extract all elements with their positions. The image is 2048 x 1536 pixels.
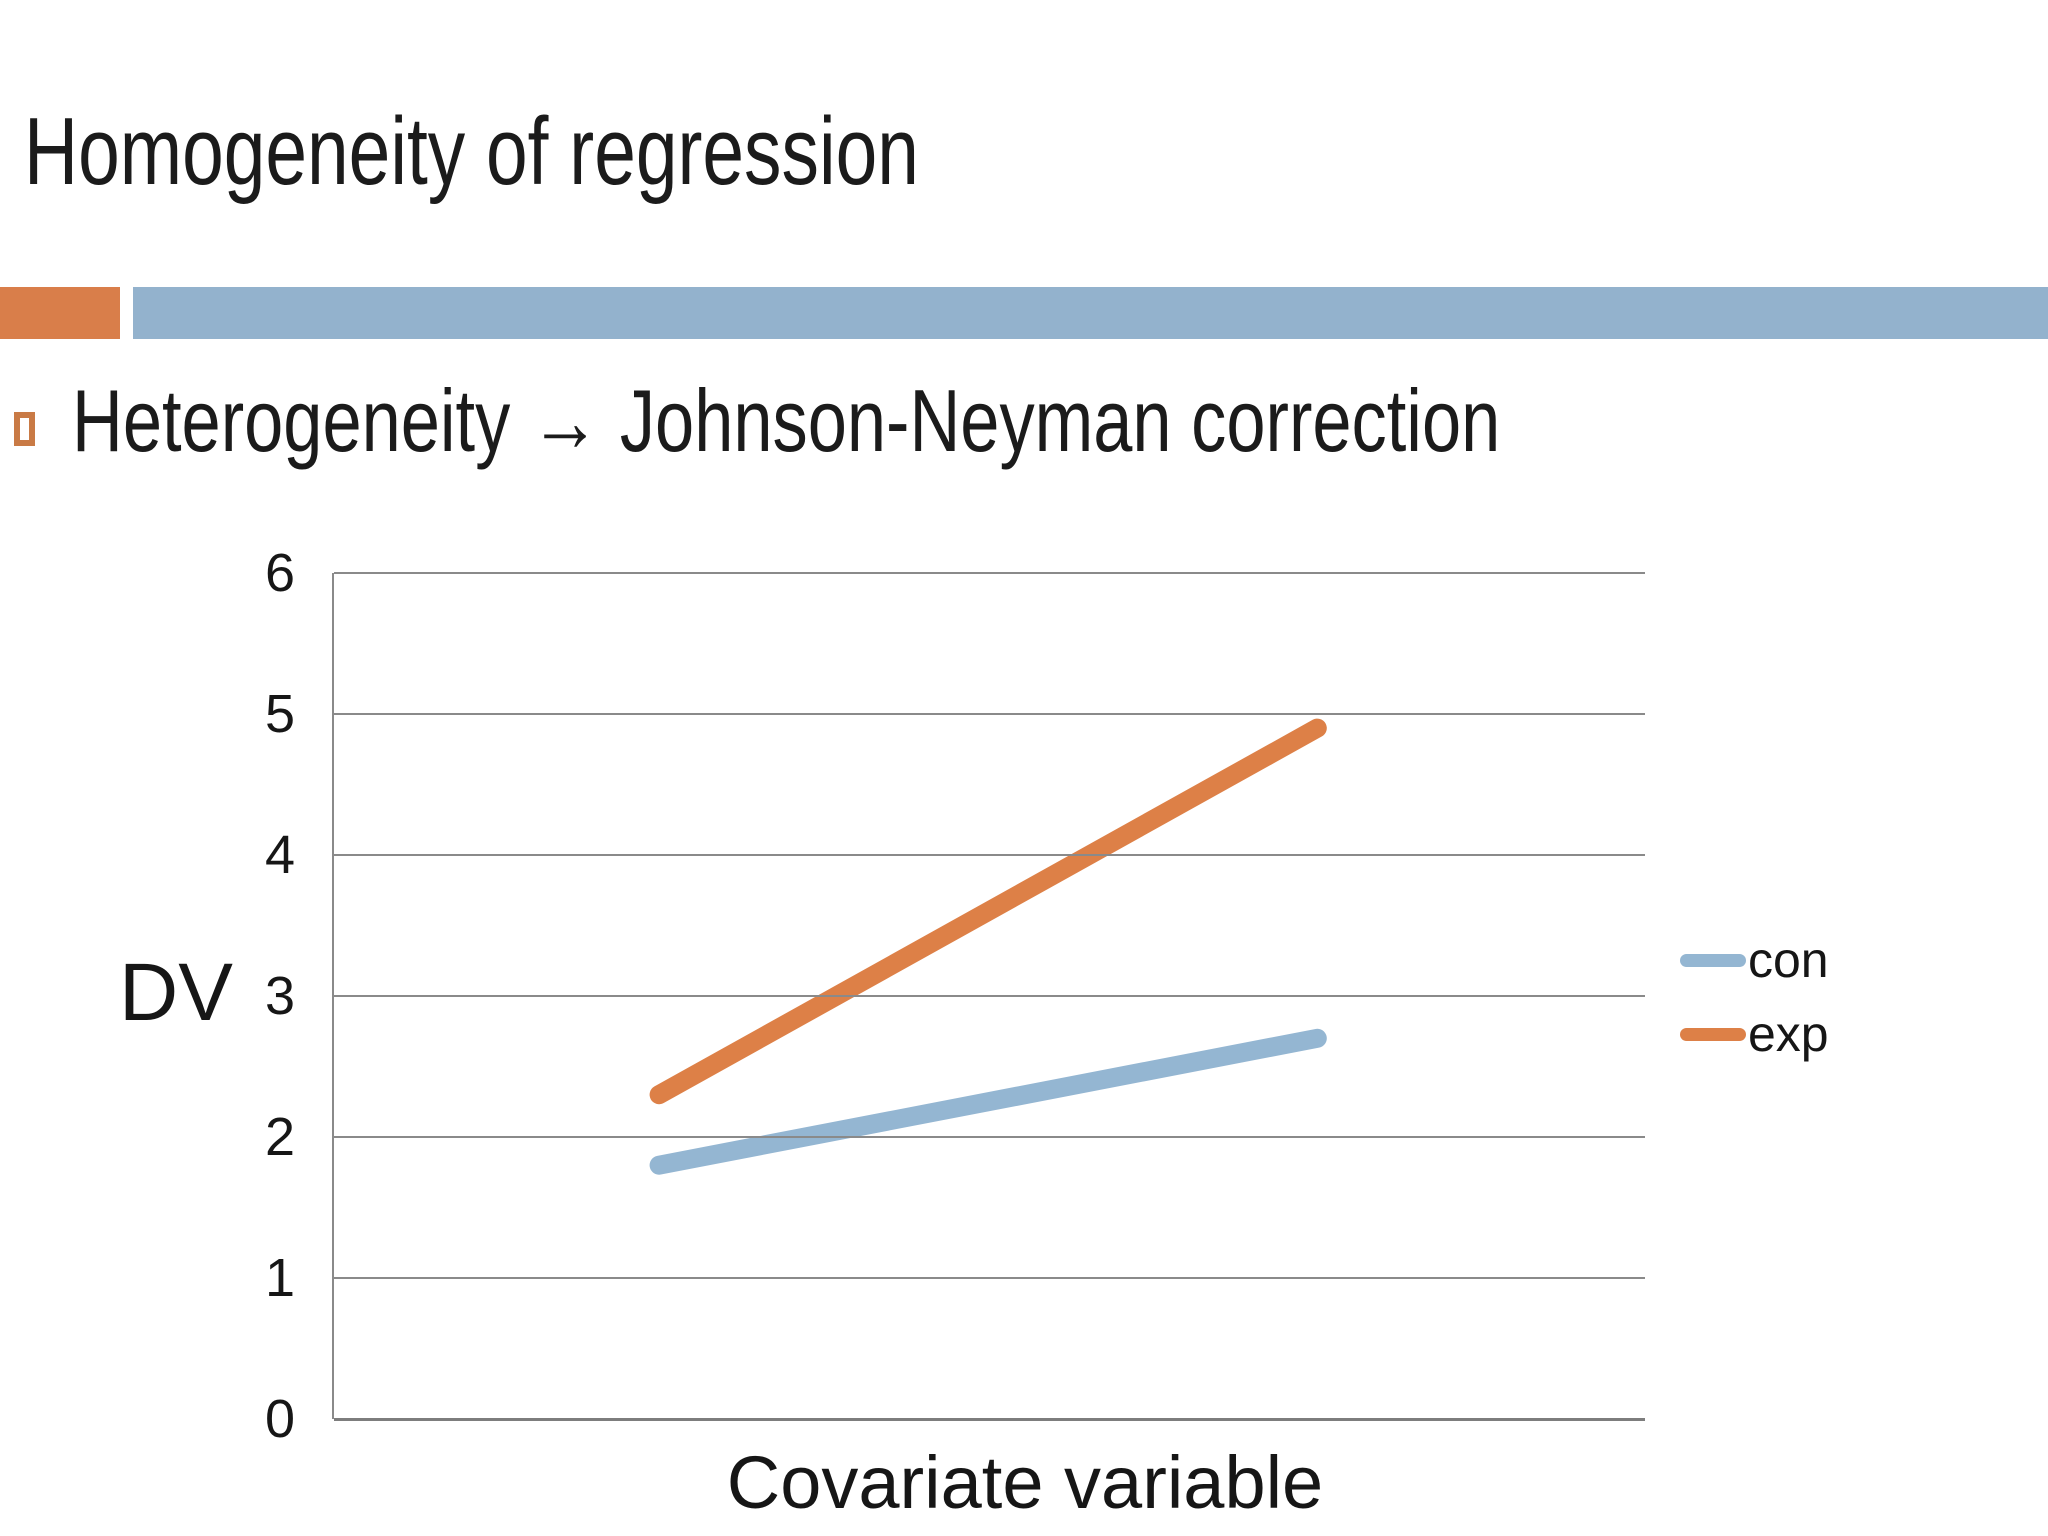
y-tick-label-1: 1 bbox=[264, 1248, 295, 1308]
gridline-y5 bbox=[334, 713, 1645, 715]
y-tick-label-5: 5 bbox=[264, 684, 295, 744]
y-tick-label-6: 6 bbox=[264, 543, 295, 603]
x-axis-title: Covariate variable bbox=[726, 1441, 1324, 1524]
slide-title: Homogeneity of regression bbox=[24, 98, 919, 205]
bullet-text: Heterogeneity → Johnson-Neyman correctio… bbox=[72, 371, 1501, 470]
legend-item-exp: exp bbox=[1680, 1004, 1829, 1064]
bullet-square-icon bbox=[14, 412, 35, 446]
legend-item-con: con bbox=[1680, 930, 1829, 990]
line-con bbox=[649, 1028, 1327, 1175]
legend-label-con: con bbox=[1748, 932, 1829, 988]
legend-swatch-exp bbox=[1680, 1027, 1746, 1041]
y-axis-title: DV bbox=[119, 947, 233, 1038]
legend-swatch-con bbox=[1680, 953, 1746, 967]
divider-accent-orange bbox=[0, 287, 120, 339]
legend-label-exp: exp bbox=[1748, 1006, 1829, 1062]
gridline-y2 bbox=[334, 1136, 1645, 1138]
gridline-y4 bbox=[334, 854, 1645, 856]
gridline-y1 bbox=[334, 1277, 1645, 1279]
y-tick-label-3: 3 bbox=[264, 966, 295, 1026]
chart-legend: con exp bbox=[1680, 930, 1829, 1078]
y-tick-label-4: 4 bbox=[264, 825, 295, 885]
plot-area bbox=[332, 572, 1645, 1421]
divider-accent-blue bbox=[133, 287, 2048, 339]
line-exp bbox=[649, 718, 1327, 1105]
gridline-y3 bbox=[334, 995, 1645, 997]
gridline-y6 bbox=[334, 572, 1645, 574]
gridline-y0 bbox=[334, 1418, 1645, 1421]
y-tick-label-0: 0 bbox=[264, 1389, 295, 1449]
y-tick-label-2: 2 bbox=[264, 1107, 295, 1167]
chart-lines bbox=[649, 718, 1327, 1175]
